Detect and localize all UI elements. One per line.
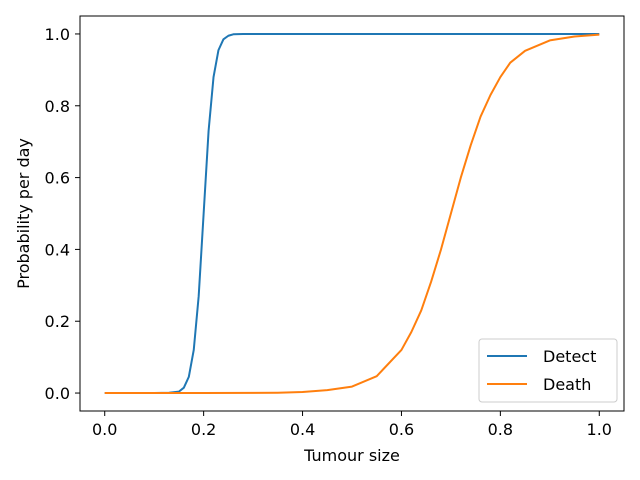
y-axis-label: Probability per day (14, 138, 33, 289)
y-tick-label: 0.2 (45, 312, 70, 331)
y-tick-label: 1.0 (45, 25, 70, 44)
series-line-detect (104, 32, 600, 395)
y-tick-label: 0.0 (45, 384, 70, 403)
y-tick-label: 0.6 (45, 169, 70, 188)
x-tick-label: 1.0 (587, 420, 612, 439)
plot-frame (79, 15, 625, 412)
y-tick-label: 0.4 (45, 240, 70, 259)
x-tick-label: 0.6 (389, 420, 414, 439)
x-tick-label: 0.8 (488, 420, 513, 439)
series-line-death (104, 33, 600, 395)
plot-lines (104, 32, 600, 395)
legend-label-detect: Detect (543, 347, 596, 366)
x-tick-label: 0.0 (92, 420, 117, 439)
x-tick-label: 0.2 (191, 420, 216, 439)
x-axis: 0.0 0.2 0.4 0.6 0.8 1.0 (92, 411, 612, 439)
x-tick-label: 0.4 (290, 420, 315, 439)
x-axis-label: Tumour size (303, 446, 400, 465)
legend: Detect Death (478, 338, 618, 403)
y-axis: 0.0 0.2 0.4 0.6 0.8 1.0 (45, 25, 80, 403)
legend-label-death: Death (543, 375, 591, 394)
y-tick-label: 0.8 (45, 97, 70, 116)
legend-box (478, 338, 618, 403)
